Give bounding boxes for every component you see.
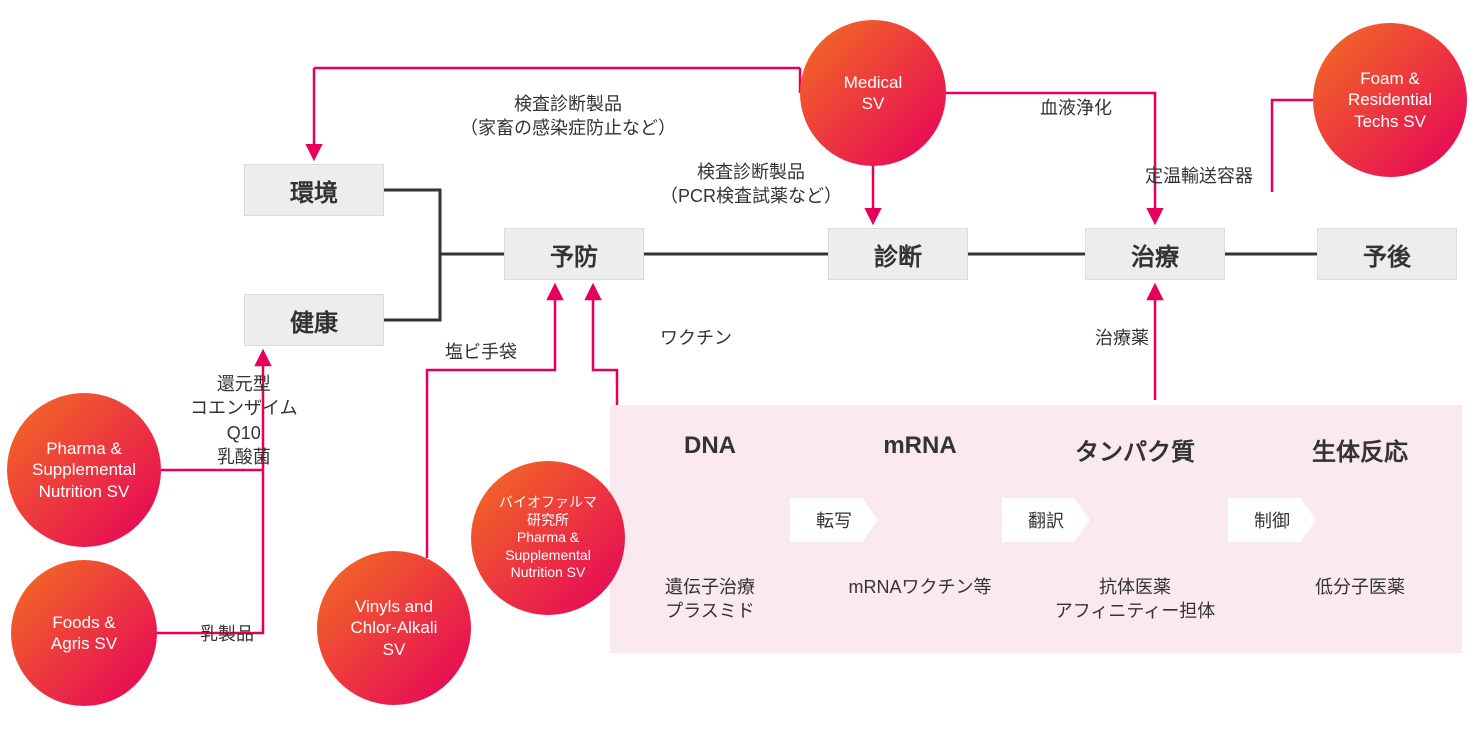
bio-head-2: タンパク質 [1045,432,1225,467]
sv-circle-foam: Foam & Residential Techs SV [1313,23,1467,177]
node-prog: 予後 [1317,228,1457,280]
bio-step-2: 制御 [1228,498,1316,542]
node-health: 健康 [244,294,384,346]
bio-step-1: 翻訳 [1002,498,1090,542]
node-prev: 予防 [504,228,644,280]
bio-sub-3: 低分子医薬 [1250,575,1470,599]
label-blood: 血液浄化 [1040,96,1112,120]
bio-head-3: 生体反応 [1270,432,1450,467]
bio-step-0: 転写 [790,498,878,542]
label-treatdrug: 治療薬 [1095,326,1149,350]
label-coq10: 還元型コエンザイムQ10乳酸菌 [190,372,298,469]
bio-sub-2: 抗体医薬アフィニティー担体 [1025,575,1245,624]
label-pvc: 塩ビ手袋 [445,340,517,364]
node-env: 環境 [244,164,384,216]
label-dairy: 乳製品 [200,622,254,646]
sv-circle-vinyls: Vinyls and Chlor-Alkali SV [317,551,471,705]
node-diag: 診断 [828,228,968,280]
label-vaccine: ワクチン [660,326,732,350]
label-thermal: 定温輸送容器 [1145,164,1253,188]
sv-circle-pharma: Pharma & Supplemental Nutrition SV [7,393,161,547]
sv-circle-medical: Medical SV [800,20,946,166]
label-kensa1: 検査診断製品（家畜の感染症防止など） [460,92,676,141]
label-kensa2: 検査診断製品（PCR検査試薬など） [660,160,842,209]
sv-circle-foods: Foods & Agris SV [11,560,157,706]
node-treat: 治療 [1085,228,1225,280]
bio-head-0: DNA [620,432,800,460]
bio-head-1: mRNA [830,432,1010,460]
bio-sub-1: mRNAワクチン等 [810,575,1030,599]
bio-sub-0: 遺伝子治療プラスミド [600,575,820,624]
